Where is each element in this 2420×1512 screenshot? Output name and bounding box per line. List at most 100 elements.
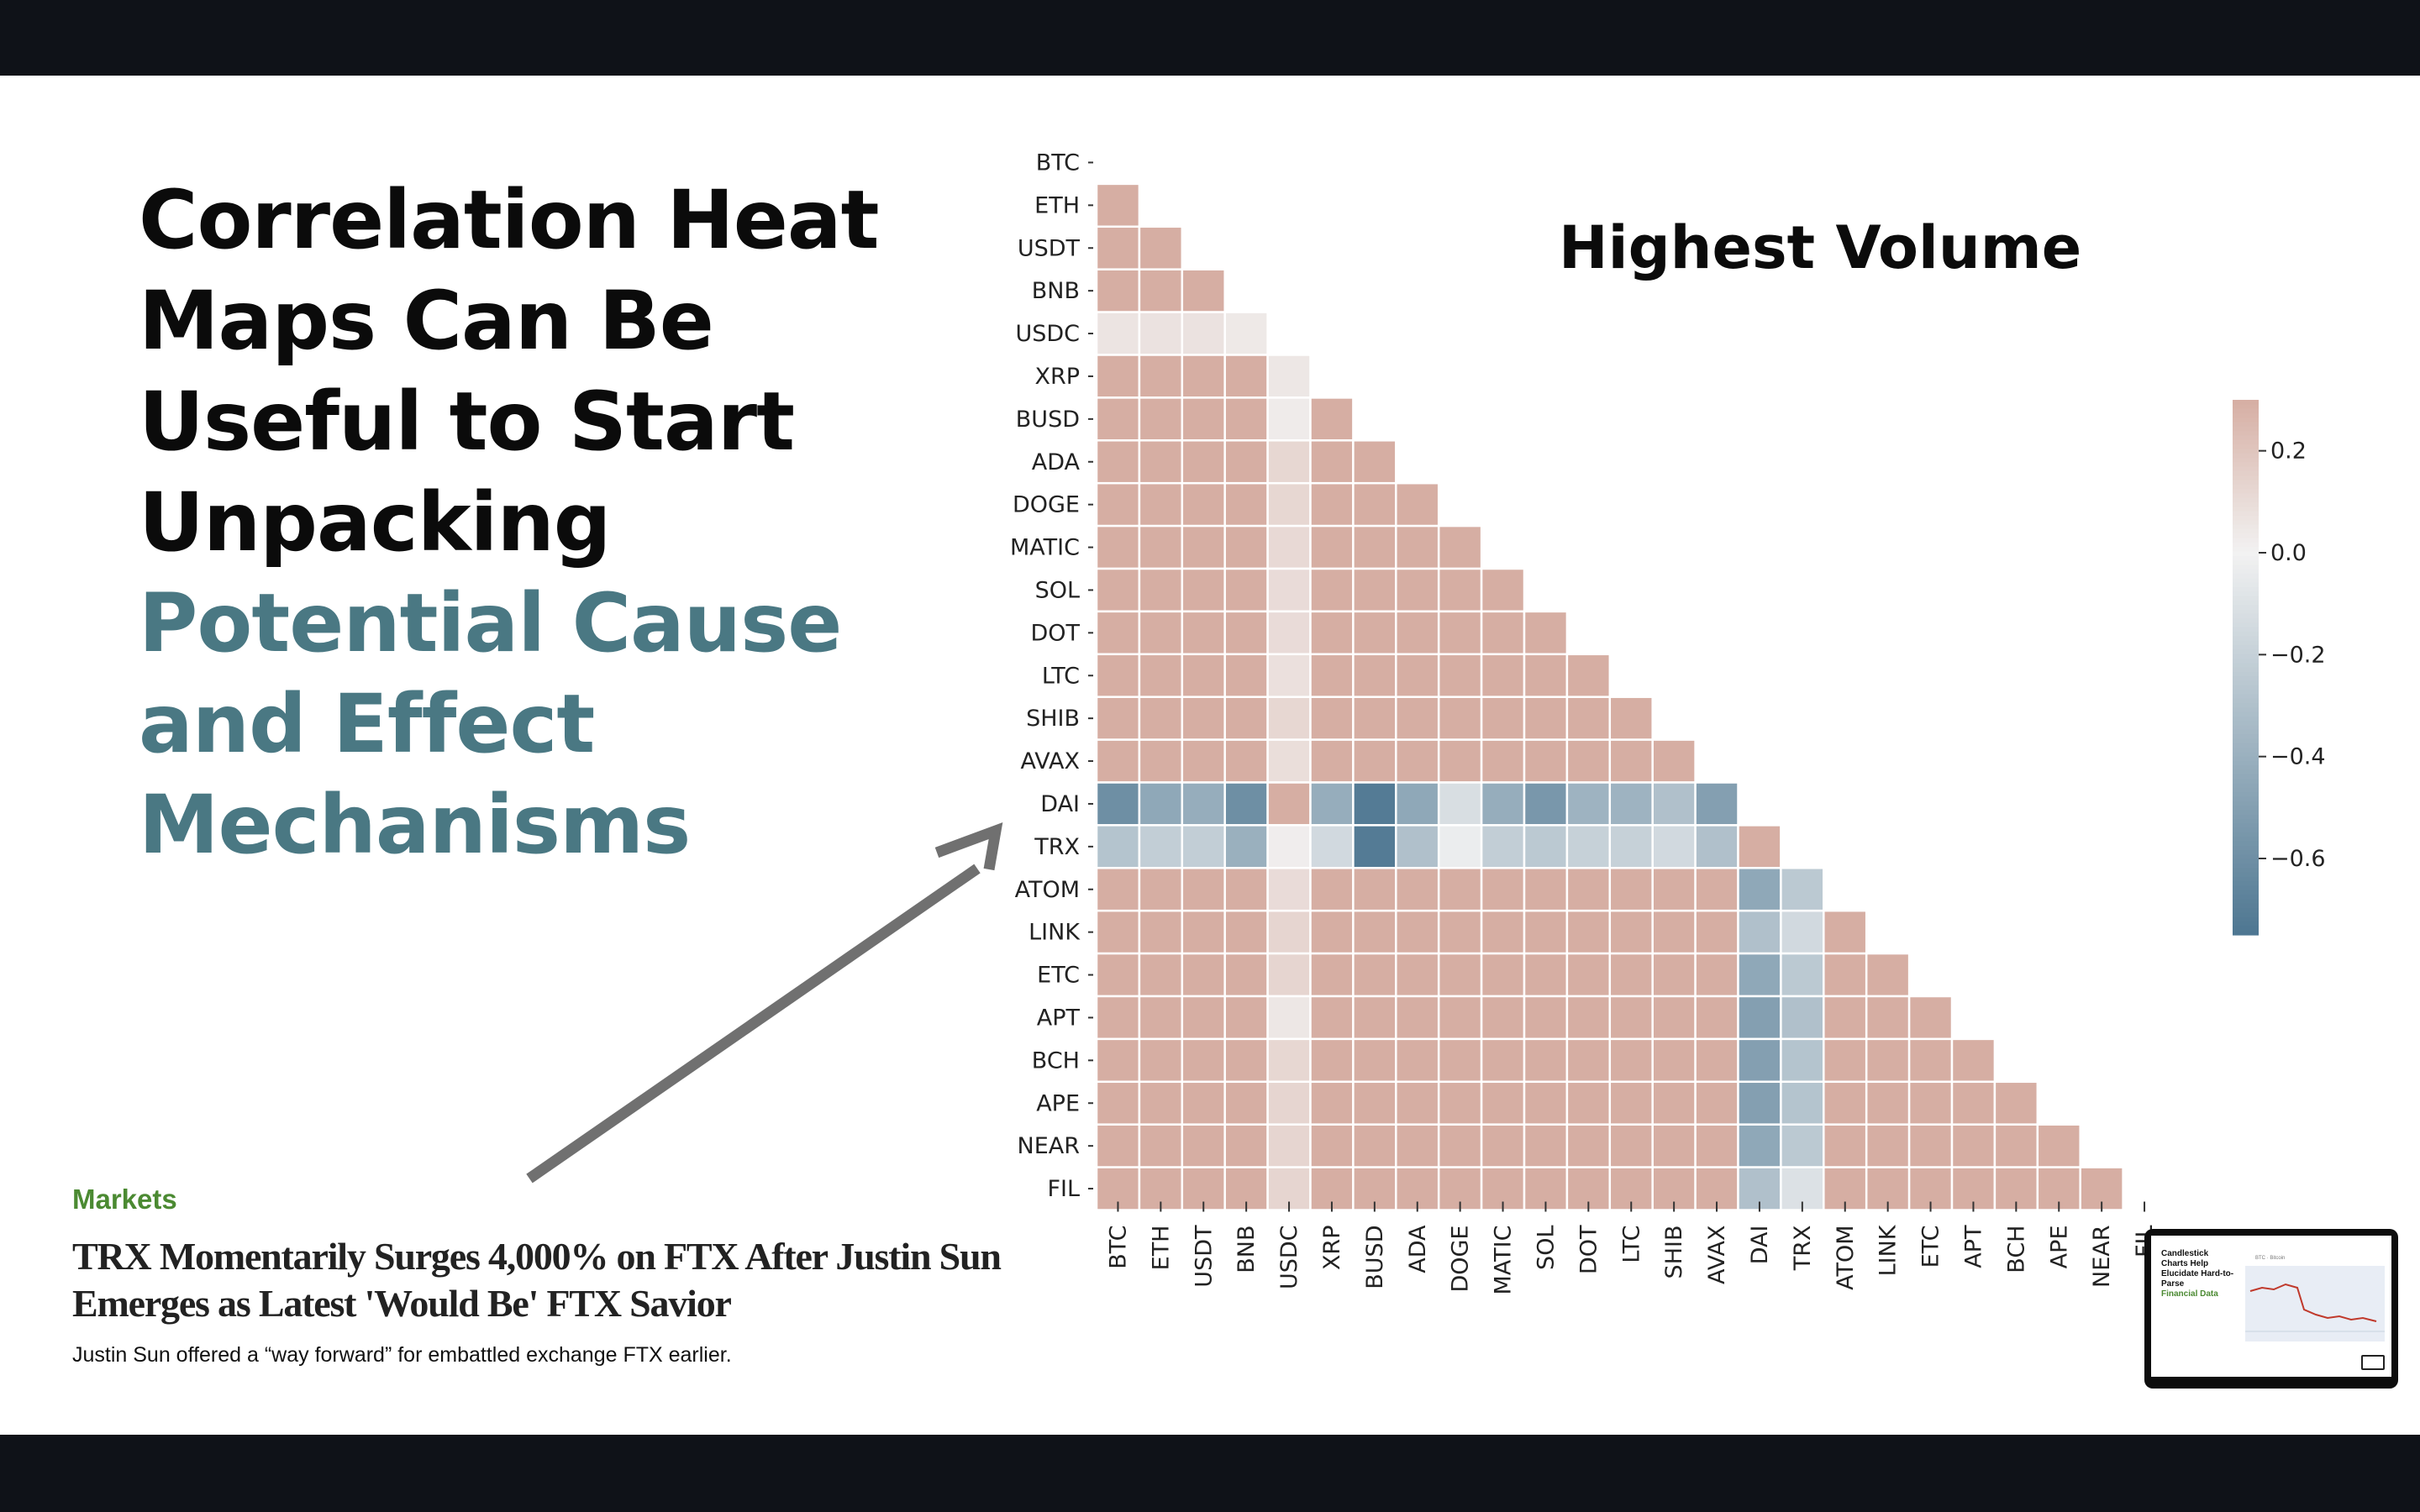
colorbar-segment (2233, 752, 2259, 758)
heatmap-cell (1266, 696, 1312, 741)
heatmap-cell (1138, 225, 1184, 270)
colorbar-segment (2233, 845, 2259, 851)
news-category[interactable]: Markets (72, 1184, 177, 1215)
colorbar-segment (2233, 779, 2259, 785)
thumbnail-chart-label: BTC · Bitcoin (2255, 1256, 2286, 1261)
news-card[interactable]: Markets TRX Momentarily Surges 4,000% on… (72, 1183, 1030, 1368)
news-title[interactable]: TRX Momentarily Surges 4,000% on FTX Aft… (72, 1235, 1002, 1325)
heatmap-cell (1266, 610, 1312, 656)
headline-line: Useful to Start (139, 375, 795, 469)
heatmap-cell (1309, 867, 1355, 912)
colorbar-segment (2233, 721, 2259, 727)
x-tick-label: SHIB (1661, 1225, 1687, 1278)
y-tick-label: AVAX (1021, 748, 1080, 774)
heatmap-cell (1352, 439, 1397, 485)
heatmap-cell (1780, 995, 1825, 1041)
colorbar-segment (2233, 796, 2259, 802)
colorbar-segment (2233, 698, 2259, 704)
heatmap-cell (1181, 781, 1226, 827)
colorbar-segment (2233, 801, 2259, 806)
heatmap-cell (1266, 567, 1312, 613)
heatmap-cell (1437, 1037, 1483, 1084)
heatmap-cell (1565, 995, 1612, 1041)
heatmap-cell (1138, 311, 1184, 356)
heatmap-cell (1694, 781, 1739, 827)
colorbar-segment (2233, 702, 2259, 708)
heatmap-cell (1608, 867, 1654, 912)
slide-thumbnail[interactable]: Candlestick Charts Help Elucidate Hard-t… (2144, 1229, 2398, 1389)
colorbar-segment (2233, 649, 2259, 655)
colorbar-segment (2233, 502, 2259, 507)
headline-highlight-line: and Effect (139, 677, 595, 771)
heatmap-cell (1223, 610, 1269, 656)
colorbar-segment (2233, 769, 2259, 775)
colorbar-segment (2233, 609, 2259, 615)
colorbar-segment (2233, 564, 2259, 570)
heatmap-cell (1223, 1123, 1269, 1168)
y-tick-label: FIL (1047, 1176, 1080, 1202)
colorbar-segment (2233, 551, 2259, 557)
colorbar-segment (2233, 489, 2259, 495)
y-tick-label: TRX (1034, 834, 1080, 860)
colorbar-segment (2233, 881, 2259, 887)
colorbar-segment (2233, 725, 2259, 731)
heatmap-cell (1181, 952, 1226, 998)
colorbar-segment (2233, 605, 2259, 611)
x-tick-label: MATIC (1491, 1226, 1517, 1295)
heatmap-cell (1266, 354, 1312, 399)
heatmap-cell (1095, 268, 1141, 313)
heatmap-cell (1608, 1037, 1654, 1084)
colorbar-segment (2233, 787, 2259, 793)
x-tick-label: BCH (2003, 1226, 2029, 1273)
colorbar-segment (2233, 711, 2259, 717)
heatmap-cell (1865, 1037, 1911, 1084)
thumbnail-title: Candlestick Charts Help Elucidate Hard-t… (2161, 1249, 2237, 1299)
colorbar-segment (2233, 729, 2259, 735)
colorbar-segment (2233, 574, 2259, 579)
y-tick-label: DOT (1030, 620, 1080, 646)
colorbar-segment (2233, 876, 2259, 882)
colorbar-segment (2233, 618, 2259, 624)
heatmap-cell (1095, 952, 1141, 998)
y-tick-label: ETH (1034, 192, 1080, 218)
colorbar-segment (2233, 484, 2259, 490)
heatmap-cell (1694, 1037, 1739, 1084)
colorbar-segment (2233, 480, 2259, 486)
heatmap-cell (1565, 653, 1612, 698)
heatmap-cell (1565, 909, 1612, 955)
colorbar-segment (2233, 516, 2259, 521)
heatmap-cell (1865, 952, 1911, 998)
colorbar-segment (2233, 671, 2259, 677)
colorbar-segment (2233, 528, 2259, 534)
heatmap-cell (1907, 1123, 1954, 1168)
colorbar-segment (2233, 895, 2259, 900)
news-subtitle: Justin Sun offered a “way forward” for e… (72, 1343, 732, 1367)
thumbnail-preview: Candlestick Charts Help Elucidate Hard-t… (2151, 1236, 2391, 1377)
heatmap-cell (1737, 1080, 1782, 1126)
colorbar-segment (2233, 640, 2259, 646)
colorbar-segment (2233, 663, 2259, 669)
thumbnail-expand-icon[interactable] (2361, 1355, 2385, 1370)
colorbar-segment (2233, 644, 2259, 650)
heatmap-cell (1480, 867, 1526, 912)
x-tick-label: TRX (1790, 1226, 1816, 1272)
colorbar-segment (2233, 417, 2259, 423)
y-tick-label: ADA (1032, 449, 1081, 475)
colorbar-segment (2233, 774, 2259, 780)
bottom-letterbox (0, 1435, 2420, 1512)
colorbar-tick-label: −0.6 (2270, 846, 2326, 872)
thumbnail-candles-icon (2245, 1283, 2385, 1332)
heatmap-cell (1266, 481, 1312, 528)
heatmap-cell (1095, 696, 1141, 741)
heatmap-cell (1181, 567, 1226, 613)
colorbar-segment (2233, 582, 2259, 588)
heatmap-cell (1565, 1080, 1612, 1126)
y-tick-label: NEAR (1018, 1133, 1081, 1159)
colorbar-segment (2233, 912, 2259, 918)
colorbar-segment (2233, 520, 2259, 526)
colorbar-segment (2233, 636, 2259, 642)
colorbar-segment (2233, 694, 2259, 700)
x-tick-label: DOT (1576, 1225, 1602, 1274)
x-tick-label: AVAX (1704, 1226, 1730, 1284)
colorbar-segment (2233, 783, 2259, 789)
